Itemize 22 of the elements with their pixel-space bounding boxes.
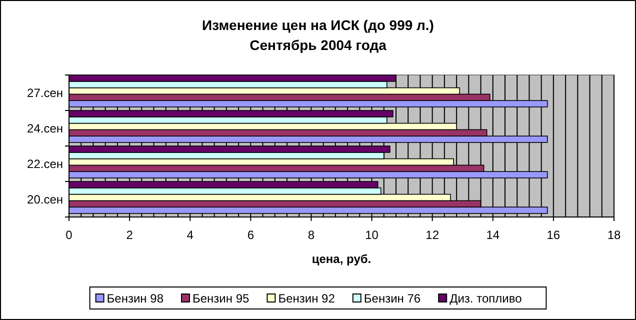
- x-tick-label: 10: [365, 228, 379, 242]
- y-tick-label: 24.сен: [27, 121, 63, 136]
- legend-label: Бензин 92: [278, 292, 336, 306]
- x-axis-title: цена, руб.: [312, 252, 372, 266]
- y-tick-label: 22.сен: [27, 156, 63, 171]
- y-tick-label: 27.сен: [27, 86, 63, 100]
- x-tick-label: 4: [186, 228, 194, 242]
- legend-label: Бензин 76: [364, 292, 421, 306]
- x-tick-label: 16: [546, 228, 560, 242]
- y-tick-label: 20.сен: [27, 192, 63, 206]
- legend-label: Диз. топливо: [450, 292, 522, 306]
- x-tick-label: 8: [308, 228, 315, 242]
- legend-label: Бензин 95: [192, 292, 250, 306]
- x-tick-label: 18: [607, 228, 621, 242]
- x-tick-label: 12: [426, 228, 440, 242]
- chart-subtitle: Сентябрь 2004 года: [250, 37, 387, 53]
- x-tick-label: 6: [247, 228, 254, 242]
- chart-title: Изменение цен на ИСК (до 999 л.): [202, 17, 434, 33]
- legend-label: Бензин 98: [106, 292, 164, 306]
- x-tick-label: 0: [66, 228, 73, 242]
- x-tick-label: 2: [126, 228, 134, 242]
- x-tick-label: 14: [486, 228, 500, 242]
